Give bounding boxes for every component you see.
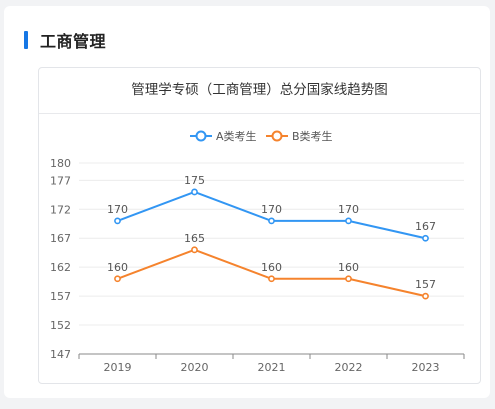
data-point[interactable] xyxy=(422,234,429,242)
data-point[interactable] xyxy=(345,275,352,283)
data-label: 160 xyxy=(261,261,282,274)
data-point[interactable] xyxy=(268,217,275,225)
data-label: 157 xyxy=(415,278,436,291)
y-tick-label: 180 xyxy=(50,157,71,170)
data-label: 170 xyxy=(107,203,128,216)
y-tick-label: 172 xyxy=(50,203,71,216)
data-point[interactable] xyxy=(345,217,352,225)
section-title: 工商管理 xyxy=(40,32,107,51)
line-chart: 147 152 157 162 167 172 177 180 2019 2020 2021 2022… xyxy=(50,129,465,374)
y-tick-label: 177 xyxy=(50,174,71,187)
y-tick-label: 167 xyxy=(50,232,71,245)
chart-title: 管理学专硕（工商管理）总分国家线趋势图 xyxy=(39,68,480,114)
data-label: 160 xyxy=(338,261,359,274)
data-label: 160 xyxy=(107,261,128,274)
y-tick-label: 162 xyxy=(50,261,71,274)
data-label: 165 xyxy=(184,232,205,245)
legend-swatch-marker[interactable] xyxy=(271,130,283,142)
data-point[interactable] xyxy=(114,217,121,225)
x-tick-label: 2019 xyxy=(104,361,132,374)
legend-swatch-marker[interactable] xyxy=(195,130,207,142)
y-tick-label: 157 xyxy=(50,290,71,303)
data-point[interactable] xyxy=(268,275,275,283)
legend-label[interactable]: A类考生 xyxy=(216,129,257,143)
content-panel: 工商管理 管理学专硕（工商管理）总分国家线趋势图 147 152 157 162 167… xyxy=(4,6,490,398)
data-point[interactable] xyxy=(114,275,121,283)
chart-card: 管理学专硕（工商管理）总分国家线趋势图 147 152 157 162 167 172 17… xyxy=(38,67,481,384)
data-label: 170 xyxy=(261,203,282,216)
section-accent-bar xyxy=(24,31,28,49)
x-tick-label: 2022 xyxy=(335,361,363,374)
x-tick-label: 2020 xyxy=(181,361,209,374)
y-tick-label: 152 xyxy=(50,319,71,332)
data-point[interactable] xyxy=(422,292,429,300)
y-tick-label: 147 xyxy=(50,348,71,361)
data-label: 167 xyxy=(415,220,436,233)
data-point[interactable] xyxy=(191,246,198,254)
x-tick-label: 2021 xyxy=(258,361,286,374)
data-label: 175 xyxy=(184,174,205,187)
x-tick-label: 2023 xyxy=(412,361,440,374)
legend-label[interactable]: B类考生 xyxy=(292,129,333,143)
data-point[interactable] xyxy=(191,188,198,196)
data-label: 170 xyxy=(338,203,359,216)
